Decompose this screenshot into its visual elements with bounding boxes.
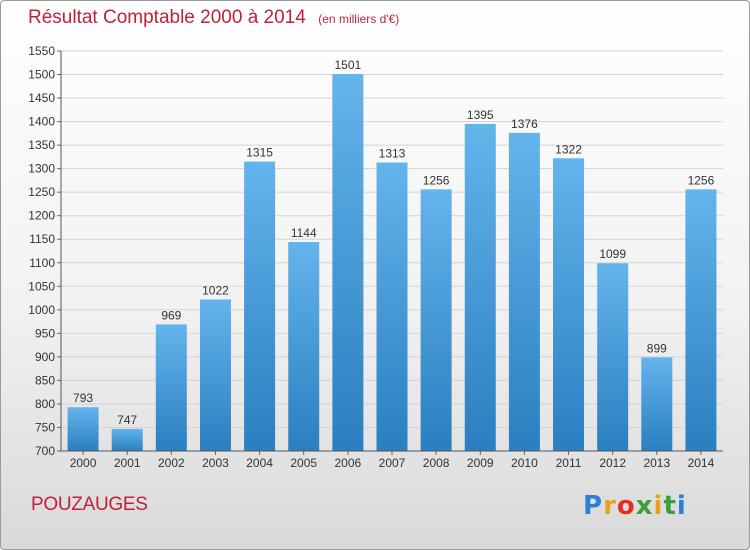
proxiti-logo[interactable]: Proxiti <box>583 491 687 521</box>
data-label: 1256 <box>688 173 715 187</box>
title-row: Résultat Comptable 2000 à 2014 (en milli… <box>28 7 399 29</box>
x-tick-label: 2008 <box>423 456 450 470</box>
label-layer: 793 747 969 1022 1315 1144 1501 1313 1256 1395 137… <box>73 58 715 427</box>
bar <box>376 162 408 451</box>
axis-layer: 700 750 800 850 900 950 1000 1050 1100 1150 1200 12… <box>28 44 723 470</box>
data-label: 1501 <box>335 58 362 72</box>
data-label: 1376 <box>511 117 538 131</box>
x-tick-label: 2014 <box>688 456 715 470</box>
x-tick-label: 2011 <box>556 456 582 470</box>
data-label: 899 <box>647 341 667 355</box>
x-tick-label: 2007 <box>379 456 406 470</box>
data-label: 1322 <box>555 142 582 156</box>
x-tick-label: 2006 <box>335 456 362 470</box>
x-tick-label: 2001 <box>114 456 141 470</box>
data-label: 793 <box>73 391 93 405</box>
bar <box>464 123 496 452</box>
y-tick-label: 1250 <box>28 185 55 199</box>
bar <box>155 324 187 451</box>
x-tick-label: 2013 <box>643 456 670 470</box>
bar <box>597 263 629 451</box>
data-label: 1256 <box>423 173 450 187</box>
x-tick-label: 2000 <box>70 456 97 470</box>
bar <box>685 189 717 451</box>
y-tick-label: 900 <box>35 350 55 364</box>
bar <box>641 357 673 451</box>
bar <box>508 132 540 451</box>
y-tick-label: 1000 <box>28 303 55 317</box>
y-tick-label: 1200 <box>28 209 55 223</box>
bar <box>288 242 320 451</box>
bar <box>199 299 231 451</box>
y-tick-label: 950 <box>35 326 55 340</box>
y-tick-label: 1050 <box>28 279 55 293</box>
y-tick-label: 800 <box>35 397 55 411</box>
x-tick-label: 2012 <box>599 456 626 470</box>
y-tick-label: 1300 <box>28 162 55 176</box>
x-tick-label: 2003 <box>202 456 229 470</box>
bar <box>553 158 585 451</box>
y-tick-label: 1500 <box>28 68 55 82</box>
x-tick-label: 2002 <box>158 456 185 470</box>
y-tick-label: 1350 <box>28 138 55 152</box>
x-tick-label: 2005 <box>290 456 317 470</box>
bar <box>332 74 364 451</box>
bar <box>67 407 99 451</box>
data-label: 747 <box>117 413 137 427</box>
y-tick-label: 1150 <box>29 232 55 246</box>
x-tick-label: 2010 <box>511 456 538 470</box>
bar <box>420 189 452 451</box>
y-tick-label: 750 <box>35 420 55 434</box>
data-label: 1395 <box>467 108 494 122</box>
y-tick-label: 850 <box>35 373 55 387</box>
data-label: 969 <box>161 308 181 322</box>
y-tick-label: 1100 <box>29 256 55 270</box>
bar <box>244 161 276 451</box>
logo-letter: o <box>616 491 636 521</box>
chart-unit: (en milliers d'€) <box>318 12 400 26</box>
data-label: 1022 <box>202 283 229 297</box>
chart-title: Résultat Comptable 2000 à 2014 <box>28 7 306 28</box>
bar <box>111 428 143 451</box>
logo-letter: i <box>653 491 664 521</box>
x-tick-label: 2004 <box>246 456 273 470</box>
y-tick-label: 1550 <box>28 44 55 58</box>
bar-layer <box>67 74 717 452</box>
data-label: 1313 <box>379 147 406 161</box>
data-label: 1315 <box>246 146 273 160</box>
y-tick-label: 700 <box>35 444 55 458</box>
x-tick-label: 2009 <box>467 456 494 470</box>
logo-letter: r <box>603 491 617 521</box>
y-tick-label: 1400 <box>28 115 55 129</box>
data-label: 1099 <box>599 247 626 261</box>
logo-letter: P <box>583 491 604 521</box>
commune-name: POUZAUGES <box>31 494 148 515</box>
logo-letter: t <box>663 491 677 521</box>
y-tick-label: 1450 <box>28 91 55 105</box>
logo-letter: i <box>676 491 687 521</box>
logo-letter: x <box>635 491 654 521</box>
data-label: 1144 <box>291 226 317 240</box>
